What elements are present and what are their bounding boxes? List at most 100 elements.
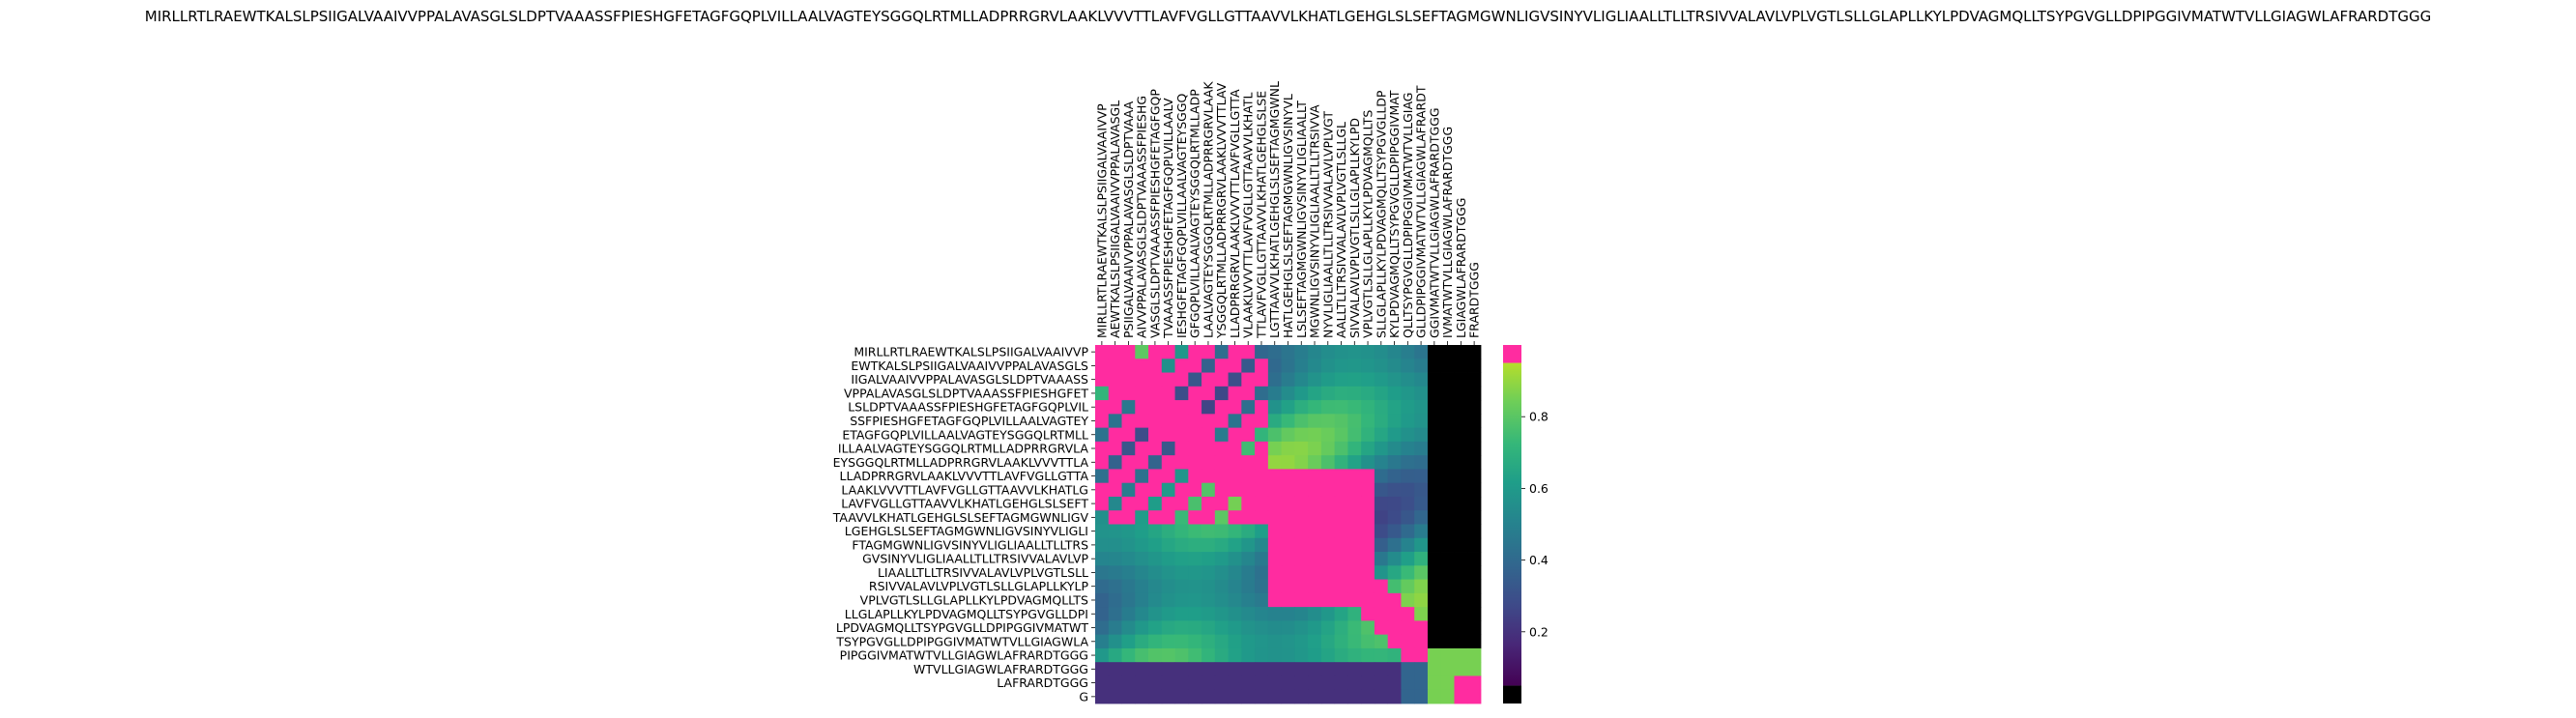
heatmap-cell bbox=[1214, 496, 1229, 511]
heatmap-cell bbox=[1427, 496, 1442, 511]
x-tick-label: AEWTKALSLPSIIGALVAAIVVPPALAVASGL bbox=[1108, 101, 1122, 338]
heatmap-cell bbox=[1401, 455, 1415, 470]
heatmap-cell bbox=[1387, 510, 1402, 525]
heatmap-cell bbox=[1148, 592, 1163, 608]
heatmap-cell bbox=[1201, 675, 1216, 691]
heatmap-cell bbox=[1241, 607, 1256, 621]
heatmap-cell bbox=[1135, 634, 1149, 649]
heatmap-cell bbox=[1241, 552, 1256, 566]
colorbar-tick-label: 0.6 bbox=[1529, 481, 1548, 496]
heatmap-cell bbox=[1135, 469, 1149, 484]
heatmap-cell bbox=[1135, 414, 1149, 429]
heatmap-cell bbox=[1440, 359, 1455, 373]
heatmap-cell bbox=[1414, 372, 1429, 388]
heatmap-cell bbox=[1440, 607, 1455, 621]
heatmap-cell bbox=[1121, 689, 1136, 704]
heatmap-cell bbox=[1255, 400, 1269, 415]
heatmap-cell bbox=[1334, 496, 1348, 511]
heatmap-cell bbox=[1188, 414, 1202, 429]
heatmap-cell bbox=[1361, 537, 1375, 553]
heatmap-cell bbox=[1214, 565, 1229, 580]
heatmap-cell bbox=[1095, 689, 1110, 704]
heatmap-cell bbox=[1334, 620, 1348, 636]
heatmap-cell bbox=[1440, 345, 1455, 359]
x-tick-label: LSLSEFTAGMGWNLIGVSINYVLIGLIAALLT bbox=[1294, 101, 1309, 338]
heatmap-cell bbox=[1361, 689, 1375, 704]
heatmap-cell bbox=[1095, 482, 1110, 498]
heatmap-cell bbox=[1454, 524, 1468, 539]
heatmap-cell bbox=[1334, 552, 1348, 566]
heatmap-cell bbox=[1414, 400, 1429, 415]
heatmap-cell bbox=[1387, 427, 1402, 443]
heatmap-cell bbox=[1214, 592, 1229, 608]
x-tick-label: VLAAKLVVVTTLAVFVGLLGTTAAVVLKHATL bbox=[1241, 92, 1256, 338]
heatmap-cell bbox=[1387, 469, 1402, 484]
heatmap-cell bbox=[1440, 427, 1455, 443]
heatmap-cell bbox=[1401, 579, 1415, 594]
heatmap-cell bbox=[1347, 400, 1362, 415]
heatmap-cell bbox=[1281, 455, 1295, 470]
heatmap-cell bbox=[1440, 579, 1455, 594]
heatmap-cell bbox=[1135, 372, 1149, 388]
heatmap-cell bbox=[1135, 482, 1149, 498]
heatmap-cell bbox=[1255, 607, 1269, 621]
heatmap-cell bbox=[1214, 607, 1229, 621]
heatmap-cell bbox=[1148, 441, 1163, 456]
heatmap-cell bbox=[1454, 662, 1468, 676]
heatmap-cell bbox=[1347, 441, 1362, 456]
heatmap-cell bbox=[1347, 482, 1362, 498]
heatmap-cell bbox=[1095, 620, 1110, 636]
heatmap-cell bbox=[1440, 634, 1455, 649]
heatmap-cell bbox=[1427, 620, 1442, 636]
heatmap-cell bbox=[1467, 607, 1482, 621]
heatmap-cell bbox=[1161, 565, 1175, 580]
y-tick-label: VPLVGTLSLLGLAPLLKYLPDVAGMQLLTS bbox=[860, 592, 1088, 607]
heatmap-cell bbox=[1414, 496, 1429, 511]
heatmap-cell bbox=[1255, 427, 1269, 443]
heatmap-cell bbox=[1148, 345, 1163, 359]
heatmap-cell bbox=[1214, 414, 1229, 429]
heatmap-cell bbox=[1361, 634, 1375, 649]
heatmap-cell bbox=[1454, 345, 1468, 359]
heatmap-cell bbox=[1267, 372, 1283, 388]
heatmap-cell bbox=[1108, 345, 1122, 359]
heatmap-cell bbox=[1174, 496, 1189, 511]
heatmap-cell bbox=[1414, 552, 1429, 566]
heatmap-cell bbox=[1467, 592, 1482, 608]
heatmap-cell bbox=[1267, 524, 1283, 539]
heatmap-cell bbox=[1467, 441, 1482, 456]
heatmap-cell bbox=[1467, 496, 1482, 511]
x-tick-label: LGTTAAVVLKHATLGEHGLSLSEFTAGMGWNL bbox=[1267, 81, 1282, 338]
colorbar-bottom-band bbox=[1503, 685, 1521, 704]
heatmap-cell bbox=[1454, 441, 1468, 456]
heatmap-cell bbox=[1121, 427, 1136, 443]
colorbar-tick-label: 0.8 bbox=[1529, 410, 1548, 424]
heatmap-cell bbox=[1201, 537, 1216, 553]
colorbar-tick-label: 0.4 bbox=[1529, 553, 1548, 567]
heatmap-cell bbox=[1308, 359, 1322, 373]
heatmap-cell bbox=[1281, 607, 1295, 621]
heatmap-cell bbox=[1387, 620, 1402, 636]
heatmap-cell bbox=[1454, 359, 1468, 373]
heatmap-cell bbox=[1148, 455, 1163, 470]
heatmap-cell bbox=[1334, 689, 1348, 704]
heatmap-cell bbox=[1214, 579, 1229, 594]
heatmap-cell bbox=[1095, 496, 1110, 511]
heatmap-cell bbox=[1121, 524, 1136, 539]
heatmap-cell bbox=[1387, 689, 1402, 704]
heatmap-cell bbox=[1201, 469, 1216, 484]
x-tick-label: AALLTLLTRSIVVALAVLVPLVGTLSLLGL bbox=[1334, 122, 1348, 338]
heatmap-cell bbox=[1347, 552, 1362, 566]
heatmap-cell bbox=[1361, 524, 1375, 539]
heatmap-cell bbox=[1374, 675, 1389, 691]
heatmap-cell bbox=[1467, 359, 1482, 373]
heatmap-cell bbox=[1414, 524, 1429, 539]
heatmap-cell bbox=[1387, 372, 1402, 388]
heatmap-cell bbox=[1427, 592, 1442, 608]
heatmap-cell bbox=[1374, 441, 1389, 456]
heatmap-cell bbox=[1308, 441, 1322, 456]
heatmap-cell bbox=[1294, 359, 1309, 373]
heatmap-cell bbox=[1467, 386, 1482, 401]
heatmap-cell bbox=[1121, 537, 1136, 553]
heatmap-cell bbox=[1255, 345, 1269, 359]
